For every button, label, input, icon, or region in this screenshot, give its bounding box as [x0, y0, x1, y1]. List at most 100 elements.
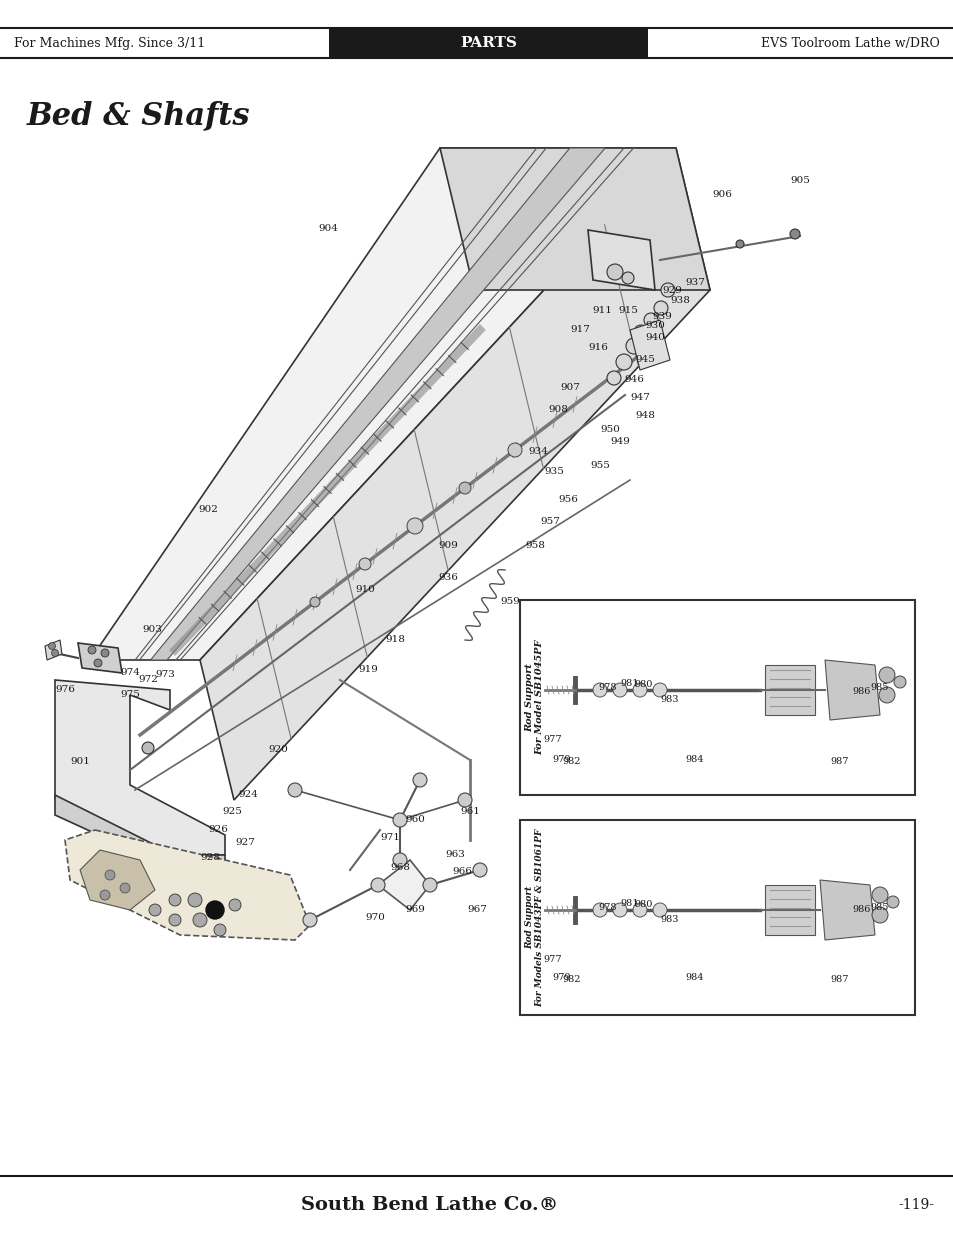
Text: 979: 979: [552, 973, 571, 983]
Circle shape: [652, 683, 666, 697]
Text: 935: 935: [543, 468, 563, 477]
Polygon shape: [439, 148, 709, 290]
Text: For Machines Mfg. Since 3/11: For Machines Mfg. Since 3/11: [14, 37, 205, 49]
Text: 969: 969: [405, 905, 424, 914]
Text: South Bend Lathe Co.®: South Bend Lathe Co.®: [300, 1195, 558, 1214]
Text: 920: 920: [268, 746, 288, 755]
Text: 947: 947: [629, 394, 649, 403]
Text: 986: 986: [852, 688, 870, 697]
Text: 927: 927: [234, 839, 254, 847]
Circle shape: [407, 517, 422, 534]
Circle shape: [169, 894, 181, 906]
Text: 981: 981: [620, 899, 639, 909]
Text: 974: 974: [120, 668, 140, 678]
Circle shape: [101, 650, 109, 657]
Text: 925: 925: [222, 808, 242, 816]
Polygon shape: [820, 881, 874, 940]
Circle shape: [149, 904, 161, 916]
Text: 946: 946: [623, 375, 643, 384]
Circle shape: [303, 913, 316, 927]
Text: EVS Toolroom Lathe w/DRO: EVS Toolroom Lathe w/DRO: [760, 37, 939, 49]
Circle shape: [473, 863, 486, 877]
Circle shape: [735, 240, 743, 248]
Text: 945: 945: [635, 356, 655, 364]
Text: Rod Support
For Model SB1045PF: Rod Support For Model SB1045PF: [525, 640, 544, 755]
Circle shape: [613, 903, 626, 918]
Text: 917: 917: [570, 326, 589, 335]
Circle shape: [789, 228, 800, 240]
Circle shape: [393, 853, 407, 867]
Circle shape: [206, 902, 224, 919]
Text: 950: 950: [599, 426, 619, 435]
Bar: [764, 885, 814, 935]
Circle shape: [310, 597, 319, 606]
Text: 987: 987: [830, 976, 848, 984]
Polygon shape: [55, 680, 225, 855]
Circle shape: [634, 325, 647, 338]
Text: 929: 929: [661, 285, 681, 294]
Text: 977: 977: [543, 956, 561, 965]
Text: 986: 986: [852, 905, 870, 914]
Circle shape: [229, 899, 241, 911]
Circle shape: [633, 903, 646, 918]
Text: 916: 916: [587, 343, 607, 352]
Circle shape: [457, 793, 472, 806]
Polygon shape: [824, 659, 879, 720]
Bar: [519, 820, 914, 1015]
Text: 982: 982: [562, 757, 580, 767]
Text: 906: 906: [711, 189, 731, 199]
Circle shape: [643, 312, 658, 327]
Polygon shape: [55, 795, 225, 869]
Text: 910: 910: [355, 585, 375, 594]
Polygon shape: [629, 320, 669, 370]
Circle shape: [188, 893, 202, 906]
Circle shape: [94, 659, 102, 667]
Text: 983: 983: [660, 915, 679, 925]
Circle shape: [49, 642, 55, 650]
Text: 956: 956: [558, 495, 578, 505]
Text: 909: 909: [437, 541, 457, 550]
Text: 949: 949: [609, 437, 629, 447]
Text: 984: 984: [685, 756, 703, 764]
Circle shape: [616, 354, 631, 370]
Circle shape: [393, 813, 407, 827]
Text: 987: 987: [830, 757, 848, 767]
Text: -119-: -119-: [897, 1198, 933, 1212]
Circle shape: [652, 903, 666, 918]
Text: 985: 985: [870, 683, 888, 693]
Text: 915: 915: [618, 305, 638, 315]
Circle shape: [613, 683, 626, 697]
Text: 972: 972: [138, 676, 158, 684]
Bar: [519, 600, 914, 795]
Text: 904: 904: [317, 224, 337, 232]
Text: Rod Support
For Models SB1043PF & SB1061PF: Rod Support For Models SB1043PF & SB1061…: [525, 829, 544, 1007]
Text: 939: 939: [652, 311, 671, 321]
Circle shape: [593, 683, 606, 697]
Text: 975: 975: [120, 690, 140, 699]
Circle shape: [120, 883, 130, 893]
Text: 907: 907: [559, 384, 579, 393]
Text: 930: 930: [644, 321, 664, 330]
Text: 967: 967: [467, 905, 486, 914]
Polygon shape: [90, 148, 676, 659]
Text: 980: 980: [634, 900, 653, 909]
Text: 934: 934: [528, 447, 547, 457]
Circle shape: [100, 890, 110, 900]
Circle shape: [169, 914, 181, 926]
Circle shape: [606, 370, 620, 385]
Text: 982: 982: [562, 976, 580, 984]
Circle shape: [507, 443, 521, 457]
Circle shape: [105, 869, 115, 881]
Circle shape: [413, 773, 427, 787]
Circle shape: [458, 482, 471, 494]
Text: 918: 918: [385, 636, 404, 645]
Circle shape: [213, 924, 226, 936]
Circle shape: [606, 264, 622, 280]
Text: 948: 948: [635, 410, 655, 420]
Text: 981: 981: [620, 679, 639, 688]
Text: 911: 911: [592, 305, 611, 315]
Polygon shape: [377, 860, 430, 910]
Circle shape: [593, 903, 606, 918]
Polygon shape: [587, 230, 655, 290]
Text: 978: 978: [598, 904, 617, 913]
